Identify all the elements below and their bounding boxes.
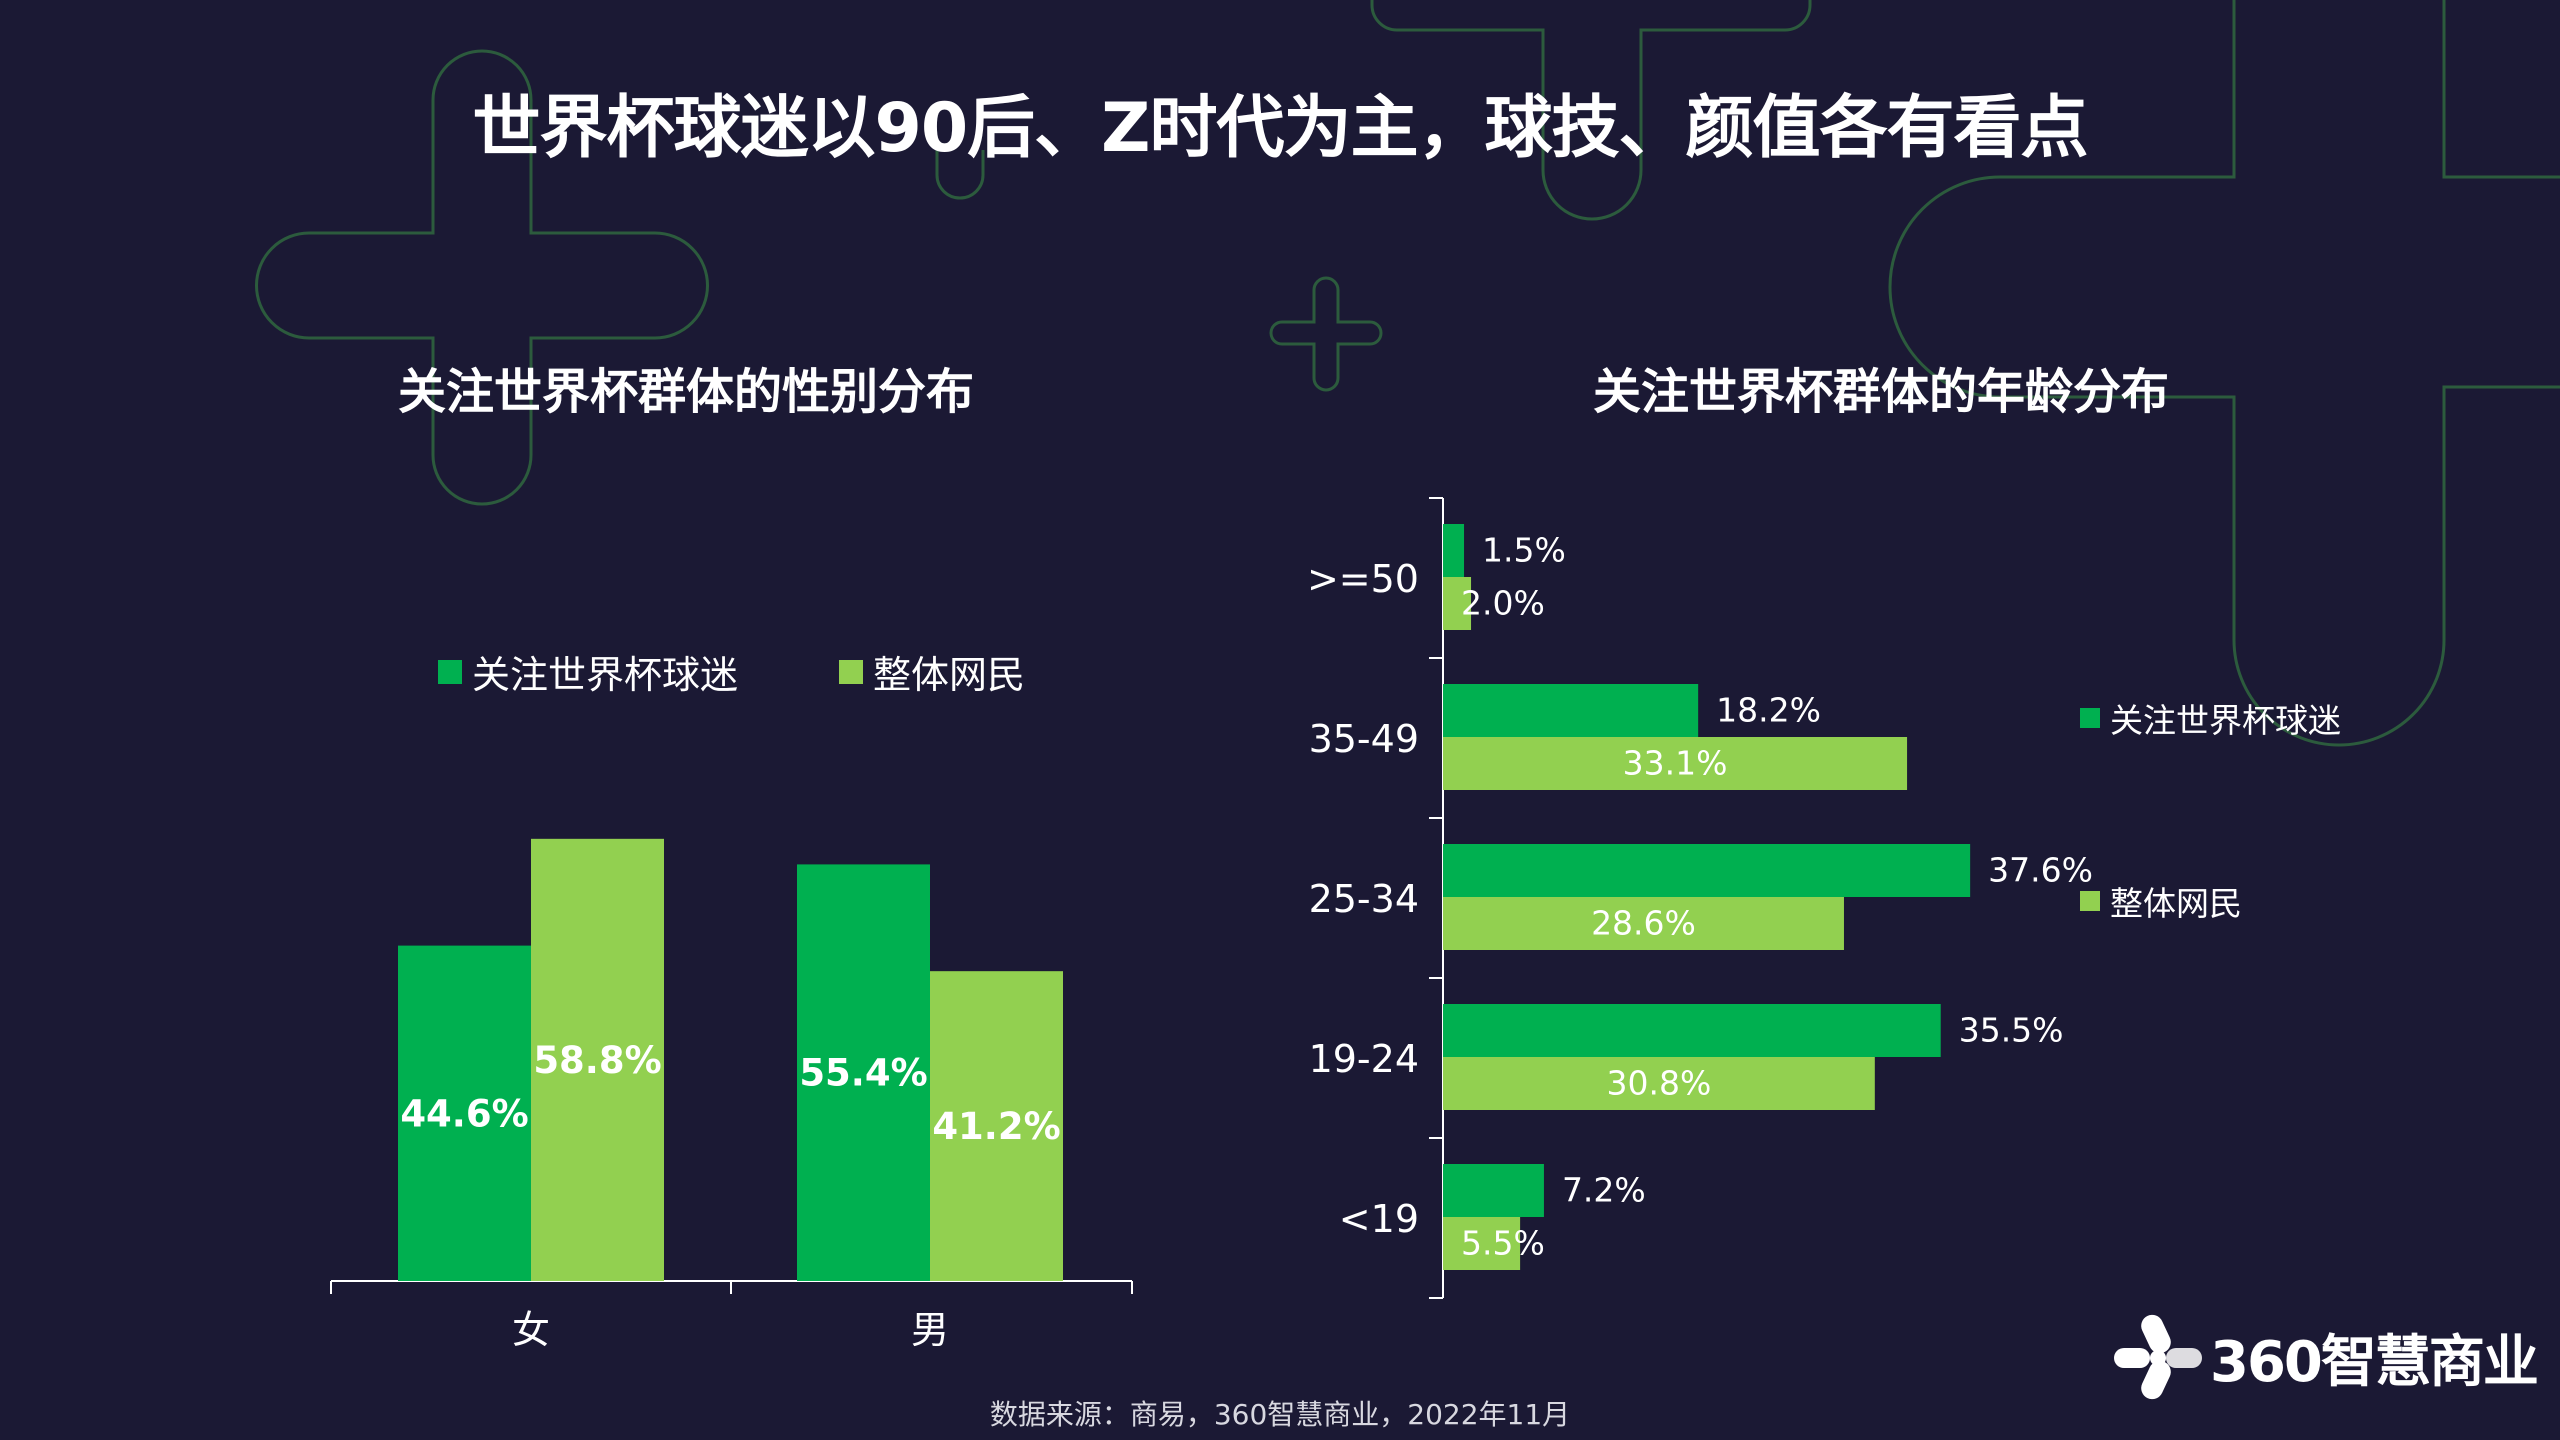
bar-19-24-0 — [1443, 1004, 1941, 1057]
plus-outline-small — [1269, 276, 1383, 392]
data-label: 41.2% — [932, 1105, 1060, 1148]
data-label: 28.6% — [1591, 904, 1696, 943]
bar->=50-1 — [1443, 577, 1472, 630]
data-label: 18.2% — [1716, 691, 1821, 730]
y-tick-label: 35-49 — [1309, 717, 1419, 761]
gender-legend-fans: 关注世界杯球迷 — [438, 644, 738, 699]
gender-chart-title: 关注世界杯群体的性别分布 — [397, 364, 975, 420]
data-label: 58.8% — [533, 1039, 661, 1082]
bar-35-49-0 — [1443, 684, 1699, 737]
age-legend-fans: 关注世界杯球迷 — [2080, 694, 2341, 742]
legend-label: 关注世界杯球迷 — [2110, 701, 2341, 740]
bar-19-24-1 — [1443, 1057, 1875, 1110]
plus-outline-top — [1370, 0, 1812, 221]
data-label: 44.6% — [400, 1092, 528, 1135]
bar-25-34-0 — [1443, 844, 1971, 897]
gender-legend-netizens: 整体网民 — [839, 644, 1025, 699]
plus-outline-left — [255, 49, 709, 506]
legend-swatch-fans — [438, 659, 462, 684]
legend-swatch-netizens — [839, 659, 863, 684]
data-label: 55.4% — [799, 1052, 927, 1095]
logo-text: 360智慧商业 — [2210, 1329, 2539, 1395]
data-label: 7.2% — [1562, 1171, 1646, 1210]
data-label: 37.6% — [1988, 851, 2093, 890]
page-title: 世界杯球迷以90后、Z时代为主，球技、颜值各有看点 — [472, 89, 2089, 168]
legend-label: 关注世界杯球迷 — [472, 653, 739, 697]
data-label: 1.5% — [1482, 531, 1566, 570]
data-label: 35.5% — [1959, 1011, 2064, 1050]
x-tick-label: 男 — [911, 1308, 949, 1352]
y-tick-label: 25-34 — [1309, 877, 1419, 921]
age-chart-title: 关注世界杯群体的年龄分布 — [1592, 364, 2170, 420]
data-label: 2.0% — [1461, 584, 1545, 623]
x-tick-label: 女 — [512, 1308, 550, 1352]
legend-label: 整体网民 — [2110, 884, 2242, 923]
data-label: 5.5% — [1461, 1224, 1545, 1263]
plus-outline-right — [1888, 0, 2560, 747]
brand-logo: 360智慧商业 — [2112, 1312, 2539, 1402]
bar-25-34-1 — [1443, 897, 1844, 950]
y-tick-label: 19-24 — [1309, 1037, 1419, 1081]
y-tick-label: >=50 — [1307, 557, 1419, 601]
legend-swatch-netizens — [2080, 891, 2100, 911]
bar-女-1 — [531, 838, 664, 1281]
bar-女-0 — [398, 945, 531, 1281]
bar-<19-0 — [1443, 1164, 1544, 1217]
plus-outline-top-small — [935, 150, 985, 200]
age-legend-netizens: 整体网民 — [2080, 877, 2242, 925]
data-label: 33.1% — [1623, 744, 1728, 783]
360-logo-icon — [2114, 1314, 2202, 1400]
bar-男-0 — [797, 864, 930, 1281]
data-label: 30.8% — [1606, 1064, 1711, 1103]
bar-<19-1 — [1443, 1217, 1521, 1270]
bar-男-1 — [930, 971, 1063, 1281]
legend-swatch-fans — [2080, 708, 2100, 728]
legend-label: 整体网民 — [873, 653, 1026, 697]
y-tick-label: <19 — [1339, 1197, 1419, 1241]
bar-35-49-1 — [1443, 737, 1908, 790]
data-source: 数据来源：商易，360智慧商业，2022年11月 — [989, 1398, 1571, 1431]
bar->=50-0 — [1443, 524, 1465, 577]
